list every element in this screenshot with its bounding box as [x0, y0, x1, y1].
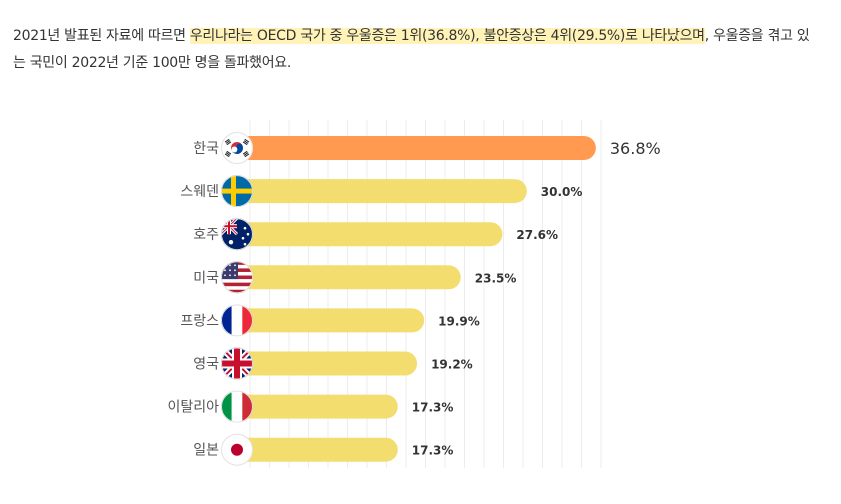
- bar-2: [222, 222, 503, 247]
- country-label: 호주: [193, 227, 219, 243]
- value-label: 19.2%: [431, 358, 473, 372]
- chart-labels: 한국 36.8% 스웨덴 30.0% 호주 27.6% 미국 23.5% 프랑스 19.9% 영국 1…: [167, 139, 660, 459]
- flag-border: [221, 347, 253, 380]
- flag-border: [221, 304, 253, 337]
- country-label: 일본: [193, 443, 219, 459]
- value-label: 17.3%: [412, 401, 454, 415]
- country-label: 프랑스: [180, 313, 219, 329]
- italy-flag-icon: [221, 390, 253, 423]
- country-label: 이탈리아: [167, 400, 219, 416]
- country-label: 한국: [193, 141, 219, 157]
- flag-border: [221, 132, 253, 164]
- chart-bars: [222, 136, 596, 462]
- france-flag-icon: [221, 304, 253, 337]
- value-label: 23.5%: [475, 271, 517, 285]
- bar-0: [222, 136, 596, 160]
- flag-border: [221, 218, 253, 251]
- country-label: 영국: [193, 357, 219, 373]
- bar-4: [222, 308, 425, 333]
- value-label: 36.8%: [610, 139, 661, 158]
- bar-6: [222, 394, 398, 419]
- article-paragraph: 2021년 발표된 자료에 따르면 우리나라는 OECD 국가 중 우울증은 1…: [13, 23, 813, 77]
- value-label: 27.6%: [516, 228, 558, 242]
- value-label: 19.9%: [438, 314, 480, 328]
- article-text-end: , 우울증을 겪고 있는 국민이 2022년 기준 100만 명을 돌파했어요.: [13, 28, 810, 71]
- country-label: 미국: [193, 270, 219, 286]
- flag-border: [221, 261, 253, 294]
- article-highlight: 우리나라는 OECD 국가 중 우울증은 1위(36.8%), 불안증상은 4위…: [189, 28, 705, 44]
- bar-3: [222, 265, 461, 290]
- article-text-start: 2021년 발표된 자료에 따르면: [13, 28, 190, 44]
- country-label: 스웨덴: [180, 184, 219, 200]
- bar-7: [222, 437, 398, 462]
- flag-border: [221, 433, 253, 466]
- value-label: 30.0%: [541, 185, 583, 199]
- value-label: 17.3%: [412, 444, 454, 458]
- flag-border: [221, 175, 253, 208]
- flag-border: [221, 390, 253, 423]
- chart-flags: [221, 132, 253, 466]
- bar-1: [222, 179, 527, 204]
- bar-5: [222, 351, 418, 376]
